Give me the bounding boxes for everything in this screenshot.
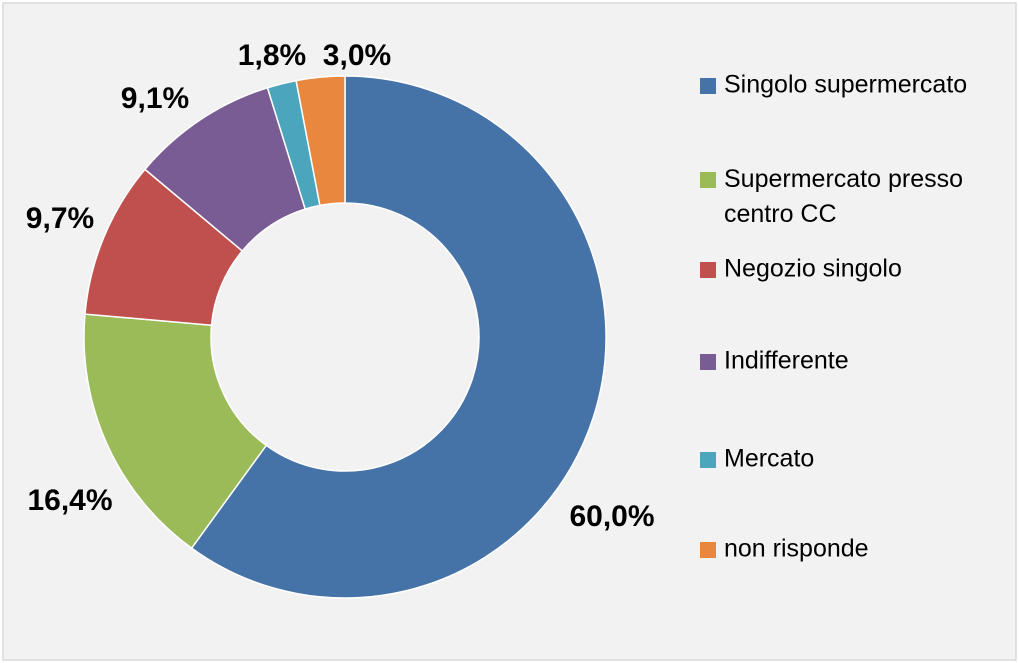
data-label: 60,0% [569,500,654,533]
data-label: 9,1% [121,82,189,115]
legend-label: Singolo supermercato [724,71,967,99]
legend-label: Mercato [724,445,814,473]
donut-slice [83,313,268,550]
legend-swatch [700,78,716,94]
donut-slice [295,75,346,207]
legend-swatch [700,542,716,558]
data-label: 16,4% [27,484,112,517]
legend-line: Supermercato presso [724,165,963,193]
donut-slice [190,75,607,599]
data-label: 1,8% [238,39,306,72]
data-label: 3,0% [323,39,391,72]
legend-label: non risponde [724,535,869,563]
legend-swatch [700,172,716,188]
legend-label: Negozio singolo [724,255,902,283]
data-label: 9,7% [26,202,94,235]
legend-line: centro CC [724,200,837,228]
legend-swatch [700,452,716,468]
legend-swatch [700,354,716,370]
legend-swatch [700,262,716,278]
legend-label: Indifferente [724,347,849,375]
legend-label: Supermercato presso centro CC [724,165,963,228]
